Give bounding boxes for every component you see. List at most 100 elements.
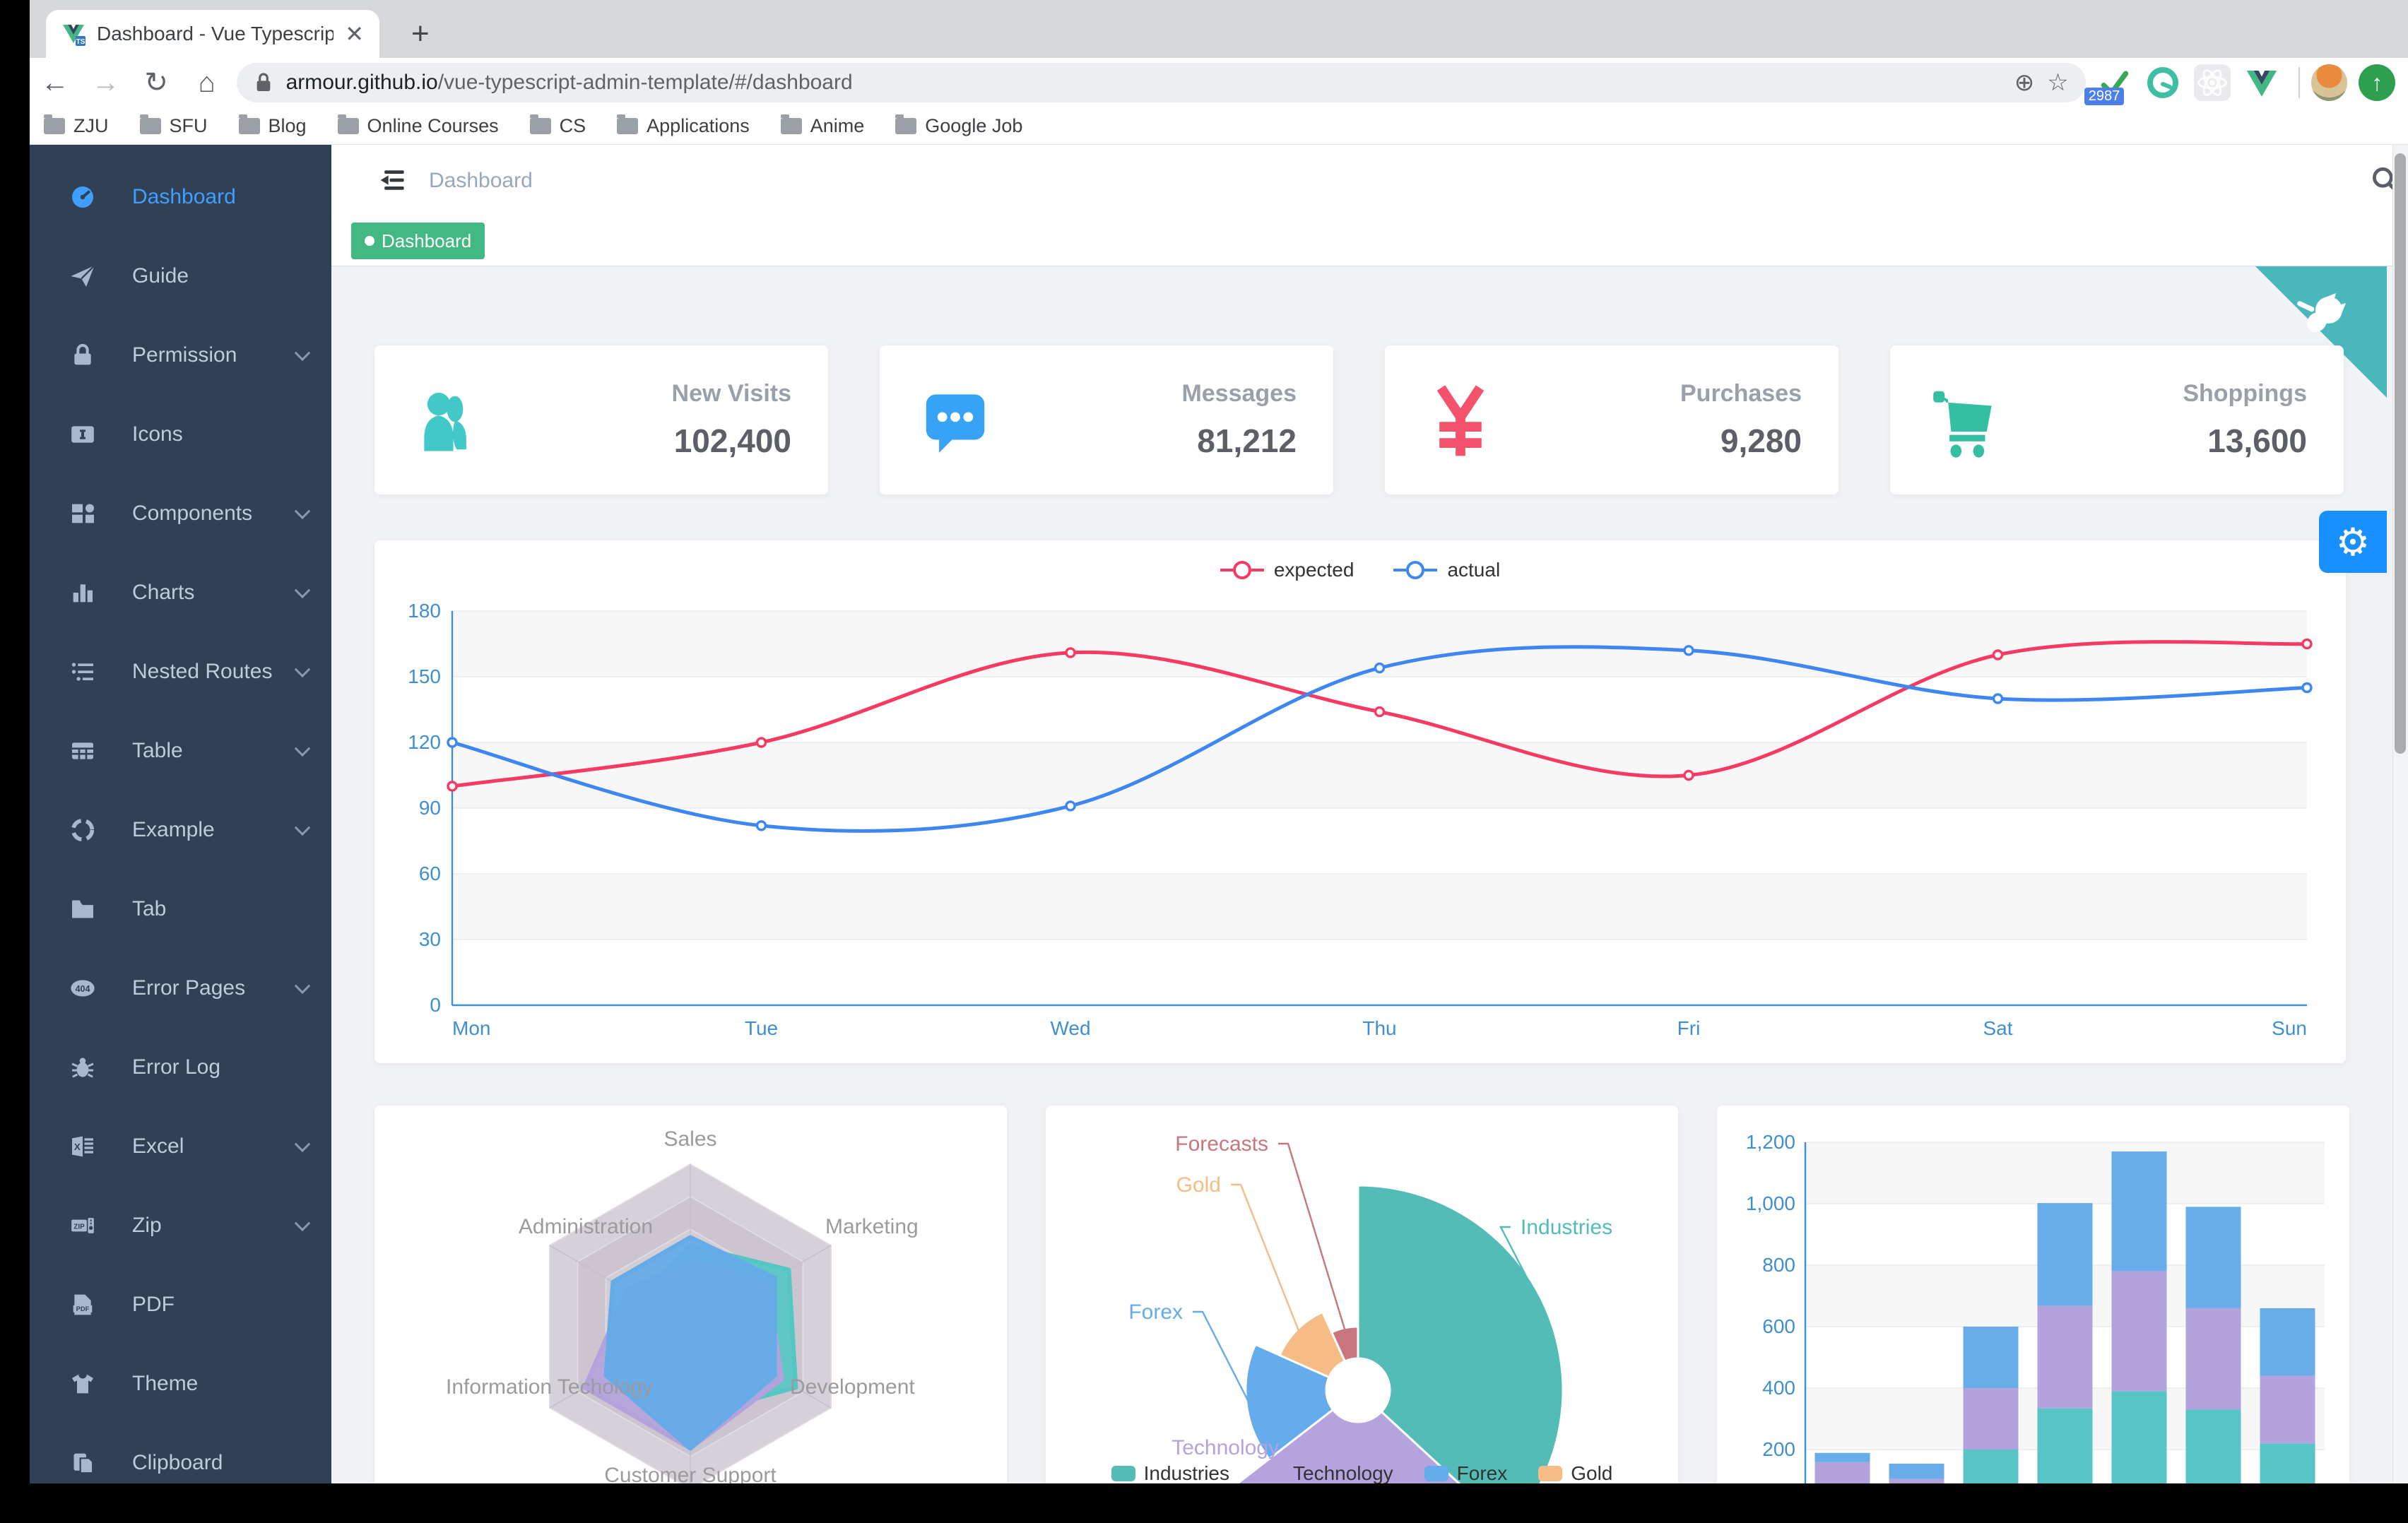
sidebar-item-components[interactable]: Components — [30, 474, 331, 553]
sidebar-item-error-log[interactable]: Error Log — [30, 1028, 331, 1107]
bookmark-item[interactable]: Blog — [238, 114, 307, 137]
sidebar-item-label: Clipboard — [132, 1451, 223, 1474]
scrollbar-thumb[interactable] — [2395, 153, 2406, 754]
sidebar-item-zip[interactable]: ZIP Zip — [30, 1186, 331, 1265]
extension-react-devtools-icon[interactable] — [2191, 61, 2233, 104]
sidebar-item-icons[interactable]: Icons — [30, 395, 331, 474]
zip-icon: ZIP — [69, 1211, 97, 1240]
dashboard-icon — [69, 183, 97, 211]
stat-label: New Visits — [671, 380, 791, 407]
stat-value: 102,400 — [673, 422, 791, 459]
zoom-plus-icon[interactable]: ⊕ — [2014, 69, 2035, 96]
sidebar-item-nested-routes[interactable]: Nested Routes — [30, 632, 331, 711]
browser-window: TS Dashboard - Vue Typescript Ad ✕ + ← →… — [30, 0, 2408, 1483]
component-icon — [69, 499, 97, 528]
stat-card-messages[interactable]: Messages 81,212 — [880, 345, 1333, 494]
sidebar-item-excel[interactable]: X Excel — [30, 1107, 331, 1186]
bookmark-item[interactable]: Google Job — [895, 114, 1022, 137]
bookmark-label: Online Courses — [367, 114, 499, 136]
line-chart: 0 30 60 90 120 150 180 Mon Tue Wed Thu Fri Sat Sun — [408, 600, 2313, 1039]
sidebar-item-table[interactable]: Table — [30, 711, 331, 790]
hamburger-icon[interactable] — [378, 165, 409, 196]
chevron-down-icon — [294, 740, 311, 757]
home-icon[interactable]: ⌂ — [198, 66, 216, 98]
chrome-update-button[interactable]: ↑ — [2359, 64, 2395, 101]
sidebar-item-label: PDF — [132, 1293, 175, 1316]
forward-icon[interactable]: → — [91, 66, 120, 98]
chrome-profile-avatar[interactable] — [2310, 64, 2348, 101]
extension-vue-devtools-icon[interactable] — [2241, 61, 2283, 104]
excel-icon: X — [69, 1132, 97, 1161]
folder-icon — [238, 114, 260, 134]
money-icon — [1422, 381, 1499, 459]
bookmark-item[interactable]: Anime — [780, 114, 864, 137]
settings-gear-button[interactable]: ⚙ — [2319, 511, 2387, 573]
sidebar-item-permission[interactable]: Permission — [30, 316, 331, 395]
stat-value: 81,212 — [1197, 422, 1297, 459]
new-tab-button[interactable]: + — [411, 16, 430, 51]
sidebar-item-label: Charts — [132, 581, 195, 604]
svg-text:TS: TS — [76, 38, 85, 46]
svg-text:60: 60 — [419, 863, 441, 884]
pie-legend-item-forex[interactable]: Forex — [1424, 1462, 1507, 1483]
svg-text:Information Techology: Information Techology — [446, 1375, 653, 1399]
legend-swatch-icon — [1424, 1466, 1448, 1481]
legend-label: Technology — [1293, 1462, 1393, 1483]
sidebar-item-theme[interactable]: Theme — [30, 1344, 331, 1423]
stat-card-shoppings[interactable]: Shoppings 13,600 — [1890, 345, 2344, 494]
sidebar-item-dashboard[interactable]: Dashboard — [30, 158, 331, 237]
svg-text:ZIP: ZIP — [73, 1223, 85, 1231]
breadcrumb[interactable]: Dashboard — [429, 169, 533, 192]
sidebar-item-charts[interactable]: Charts — [30, 553, 331, 632]
svg-text:Fri: Fri — [1677, 1017, 1701, 1039]
lock-icon — [69, 341, 97, 369]
bookmark-item[interactable]: CS — [529, 114, 586, 137]
folder-icon — [69, 895, 97, 923]
chevron-down-icon — [294, 1215, 311, 1232]
bookmark-star-icon[interactable]: ☆ — [2047, 69, 2069, 96]
svg-text:Sat: Sat — [1983, 1017, 2012, 1039]
bookmark-item[interactable]: SFU — [139, 114, 208, 137]
stat-card-new-visits[interactable]: New Visits 102,400 — [374, 345, 828, 494]
tag-dashboard[interactable]: Dashboard — [351, 223, 485, 259]
github-corner-ribbon[interactable] — [2255, 266, 2387, 398]
pie-legend-item-technology[interactable]: Technology — [1261, 1462, 1393, 1483]
bookmark-item[interactable]: ZJU — [44, 114, 109, 137]
address-bar[interactable]: armour.github.io/vue-typescript-admin-te… — [236, 63, 2086, 102]
page-scrollbar[interactable] — [2392, 145, 2408, 1483]
legend-item-actual[interactable]: actual — [1393, 559, 1500, 581]
extension-session-icon[interactable] — [2142, 61, 2184, 104]
sidebar-item-error-pages[interactable]: 404 Error Pages — [30, 949, 331, 1028]
sidebar-item-guide[interactable]: Guide — [30, 237, 331, 316]
bookmark-item[interactable]: Online Courses — [337, 114, 499, 137]
pie-legend-item-gold[interactable]: Gold — [1538, 1462, 1612, 1483]
legend-swatch-icon — [1111, 1466, 1135, 1481]
extension-checker-icon[interactable]: 2987 — [2084, 61, 2135, 105]
back-icon[interactable]: ← — [40, 66, 69, 98]
svg-text:Technology: Technology — [1171, 1436, 1279, 1459]
sidebar-item-clipboard[interactable]: Clipboard — [30, 1423, 331, 1483]
svg-text:Wed: Wed — [1050, 1017, 1090, 1039]
folder-icon — [529, 114, 551, 134]
sidebar-item-pdf[interactable]: PDF PDF — [30, 1265, 331, 1344]
reload-icon[interactable]: ↻ — [144, 67, 168, 98]
pie-chart-legend[interactable]: Industries Technology Forex Gold — [1046, 1462, 1678, 1483]
svg-text:Development: Development — [790, 1375, 915, 1399]
sidebar-item-label: Permission — [132, 343, 237, 367]
legend-item-expected[interactable]: expected — [1220, 559, 1354, 581]
browser-tab[interactable]: TS Dashboard - Vue Typescript Ad ✕ — [46, 10, 379, 58]
tab-close-icon[interactable]: ✕ — [345, 21, 364, 47]
pie-legend-item-industries[interactable]: Industries — [1111, 1462, 1229, 1483]
stat-card-purchases[interactable]: Purchases 9,280 — [1385, 345, 1839, 494]
peoples-icon — [411, 381, 489, 459]
clipboard-icon — [69, 1449, 97, 1477]
sidebar-item-label: Dashboard — [132, 185, 236, 208]
svg-text:400: 400 — [1762, 1377, 1795, 1399]
line-chart-legend[interactable]: expected actual — [374, 559, 2346, 581]
sidebar-item-tab[interactable]: Tab — [30, 870, 331, 949]
sidebar-item-example[interactable]: Example — [30, 790, 331, 870]
legend-swatch-icon — [1261, 1466, 1285, 1481]
bookmark-item[interactable]: Applications — [617, 114, 750, 137]
svg-text:150: 150 — [408, 665, 441, 687]
bookmark-label: Applications — [647, 114, 750, 136]
